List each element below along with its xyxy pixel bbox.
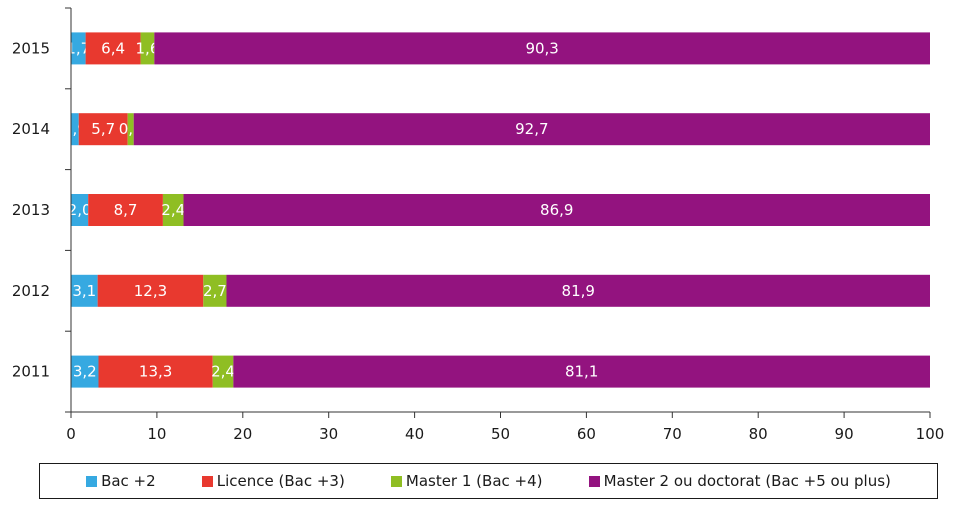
- x-tick-label: 10: [147, 425, 166, 443]
- bar-segment: [71, 355, 99, 388]
- data-label: 3,1: [72, 282, 96, 300]
- legend-swatch: [86, 475, 98, 487]
- legend-swatch: [588, 475, 600, 487]
- bar-segment: [212, 355, 234, 388]
- legend-label: Bac +2: [101, 472, 156, 490]
- bar-segment: [203, 274, 227, 307]
- x-tick-label: 20: [233, 425, 252, 443]
- data-label: 2,0: [68, 201, 92, 219]
- legend-swatch: [390, 475, 402, 487]
- legend-label: Master 2 ou doctorat (Bac +5 ou plus): [603, 472, 891, 490]
- x-tick-label: 30: [319, 425, 338, 443]
- bar-segment: [71, 113, 79, 146]
- legend-swatch: [201, 475, 213, 487]
- y-tick-label: 2014: [12, 120, 50, 138]
- bar-segment: [183, 194, 931, 226]
- bar-segment: [71, 274, 98, 307]
- data-label: 81,1: [565, 363, 598, 381]
- x-tick-label: 60: [577, 425, 596, 443]
- data-label: 3,2: [73, 363, 97, 381]
- bar-segment: [154, 32, 930, 65]
- x-tick-label: 40: [405, 425, 424, 443]
- data-label: 81,9: [562, 282, 595, 300]
- bar-segment: [133, 113, 930, 146]
- data-label: 6,4: [101, 39, 125, 57]
- bar-segment: [98, 355, 213, 388]
- data-label: 8,7: [114, 201, 138, 219]
- x-tick-label: 50: [491, 425, 510, 443]
- y-tick-label: 2011: [12, 363, 50, 381]
- y-tick-label: 2015: [12, 39, 50, 57]
- bar-segment: [127, 113, 134, 146]
- legend-item: Bac +2: [86, 472, 156, 490]
- bar-segment: [85, 32, 141, 65]
- data-label: 1,6: [136, 39, 160, 57]
- data-label: 90,3: [525, 39, 558, 57]
- x-tick-label: 70: [663, 425, 682, 443]
- data-label: 2,7: [203, 282, 227, 300]
- data-label: 92,7: [515, 120, 548, 138]
- data-label: 2,4: [161, 201, 185, 219]
- legend-item: Master 1 (Bac +4): [390, 472, 543, 490]
- legend-label: Licence (Bac +3): [216, 472, 345, 490]
- bar-segment: [226, 274, 930, 307]
- data-label: 1,7: [66, 39, 90, 57]
- legend-item: Master 2 ou doctorat (Bac +5 ou plus): [588, 472, 891, 490]
- data-label: 13,3: [139, 363, 172, 381]
- bar-segment: [97, 274, 204, 307]
- bar-segment: [88, 194, 163, 226]
- data-label: 12,3: [134, 282, 167, 300]
- bar-segment: [233, 355, 930, 388]
- y-tick-label: 2013: [12, 201, 50, 219]
- legend-item: Licence (Bac +3): [201, 472, 345, 490]
- data-label: 5,7: [91, 120, 115, 138]
- x-tick-label: 100: [916, 425, 945, 443]
- bar-segment: [140, 32, 155, 65]
- legend: Bac +2 Licence (Bac +3) Master 1 (Bac +4) M…: [39, 463, 938, 499]
- x-tick-label: 90: [835, 425, 854, 443]
- bar-segment: [162, 194, 184, 226]
- bar-segment: [71, 32, 86, 65]
- data-label: 2,4: [211, 363, 235, 381]
- legend-label: Master 1 (Bac +4): [405, 472, 543, 490]
- bar-segment: [71, 194, 89, 226]
- x-tick-label: 80: [749, 425, 768, 443]
- y-tick-label: 2012: [12, 282, 50, 300]
- x-tick-label: 0: [66, 425, 76, 443]
- bar-segment: [78, 113, 128, 146]
- data-label: 86,9: [540, 201, 573, 219]
